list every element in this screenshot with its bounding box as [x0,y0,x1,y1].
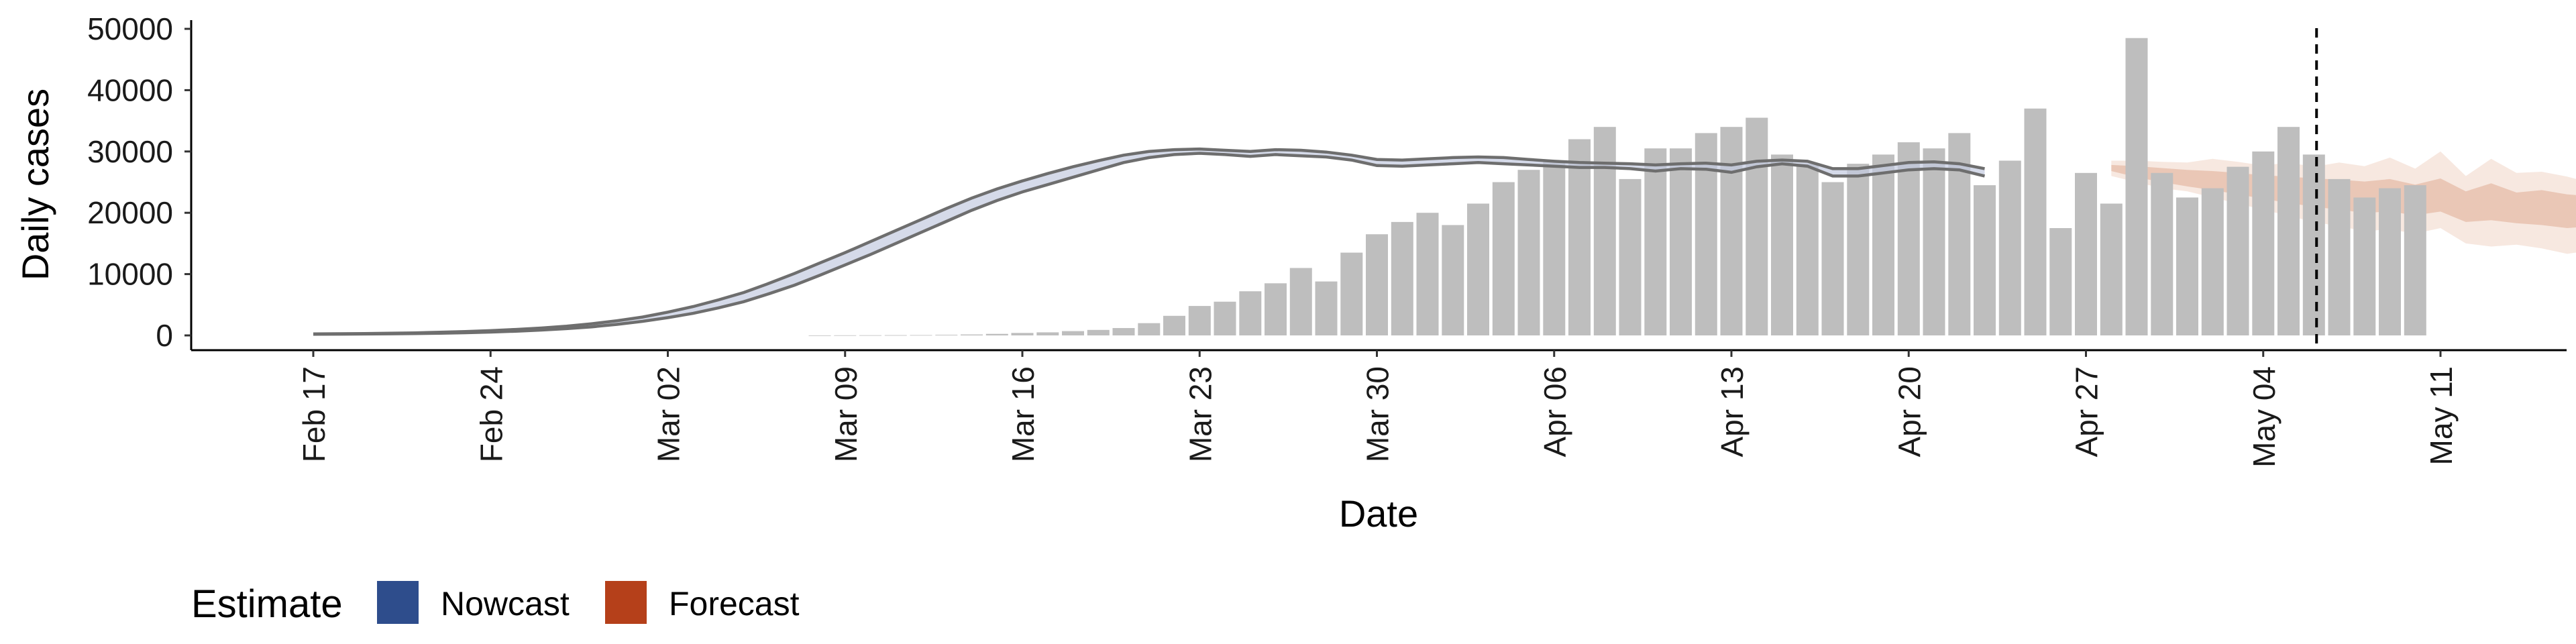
case-bar [1036,332,1059,335]
case-bar [2024,108,2047,336]
x-tick-label: Apr 20 [1892,366,1927,458]
case-bar [859,335,881,336]
axes: 0 10000 20000 30000 40000 50000 Feb 17 Feb 24 M… [87,11,2567,468]
case-bar [1011,333,1034,335]
legend: Estimate Nowcast Forecast [191,581,800,626]
case-bar [1442,225,1464,335]
case-bar [1239,291,1262,335]
case-bar [1568,139,1591,335]
case-bar [2100,203,2123,335]
case-bar [1517,170,1540,335]
case-bar [2151,172,2174,335]
case-bar [1315,281,1338,335]
case-bar [884,335,907,336]
case-bar [1543,160,1566,335]
case-bar [1619,178,1642,335]
y-tick-label: 40000 [87,72,173,107]
case-bar [1720,127,1743,335]
case-bar [2226,166,2249,335]
x-tick-label: Feb 17 [297,366,331,462]
case-bar [2075,172,2097,335]
case-bar [1796,164,1819,335]
case-bar [1821,182,1844,335]
y-tick-label: 50000 [87,11,173,46]
x-tick-label: Mar 09 [828,366,863,462]
case-bar [1670,148,1692,335]
case-bar [1340,252,1363,335]
x-tick-label: Mar 23 [1183,366,1218,462]
legend-title: Estimate [191,582,343,626]
case-bar [910,335,932,336]
y-tick-label: 20000 [87,195,173,230]
x-tick-label: Apr 13 [1715,366,1750,458]
case-bar [1087,329,1110,335]
x-tick-label: Mar 30 [1360,366,1395,462]
y-axis-title: Daily cases [14,89,56,280]
nowcast-band-fill [313,149,1985,335]
y-axis-ticks: 0 10000 20000 30000 40000 50000 [87,11,191,353]
case-bar [1416,213,1439,335]
y-tick-label: 30000 [87,134,173,169]
x-tick-label: May 04 [2247,366,2282,468]
x-tick-label: Apr 06 [1538,366,1572,458]
case-bar [1593,127,1616,335]
case-bar [1923,148,1945,335]
case-bar [2353,197,2376,335]
case-bar [1366,234,1388,335]
case-bar [2277,127,2300,335]
case-bar [1998,160,2021,335]
legend-label-nowcast: Nowcast [441,585,570,623]
case-bar [2252,151,2275,336]
legend-label-forecast: Forecast [669,585,800,623]
nowcast-band [313,147,1986,336]
case-bar [1265,283,1287,335]
case-bar [1289,268,1312,335]
legend-swatch-nowcast [377,581,419,624]
case-bar [1872,154,1894,335]
case-bar [1746,117,1768,335]
case-bar [1138,323,1161,335]
x-axis-ticks: Feb 17 Feb 24 Mar 02 Mar 09 Mar 16 Mar 23 Mar … [297,350,2459,468]
case-bar [808,335,831,336]
case-bar [1062,331,1084,335]
x-tick-label: Mar 16 [1006,366,1040,462]
case-bar [2201,188,2224,335]
case-bar [1112,328,1135,335]
plot-area [313,28,2576,350]
x-tick-label: May 11 [2424,366,2459,465]
x-tick-label: Apr 27 [2070,366,2104,458]
y-tick-label: 10000 [87,257,173,292]
case-bar [1974,185,1996,335]
case-bar [834,335,857,336]
y-tick-label: 0 [156,318,173,353]
case-bar [2404,185,2426,335]
case-bar [1188,306,1211,335]
nowcast-upper-line [313,147,1985,335]
case-bar [1644,148,1667,335]
case-bar [2379,188,2401,335]
case-bar [1492,182,1515,335]
case-bar [1847,164,1870,335]
case-bar [985,333,1008,335]
x-tick-label: Feb 24 [474,366,508,462]
case-bar [1771,154,1793,335]
reported-case-bars [808,38,2426,336]
x-tick-label: Mar 02 [651,366,686,462]
case-bar [1897,142,1920,335]
case-bar [1391,221,1413,335]
case-bar [1467,203,1489,335]
nowcast-lower-line [313,152,1986,336]
case-bar [2328,178,2351,335]
case-bar [1214,301,1236,335]
x-axis-title: Date [1339,492,1418,535]
case-bar [2176,197,2198,335]
case-bar [1163,315,1185,335]
case-bar [2302,154,2325,335]
legend-swatch-forecast [605,581,647,624]
case-bar [2125,38,2148,335]
case-bar [2049,228,2072,335]
